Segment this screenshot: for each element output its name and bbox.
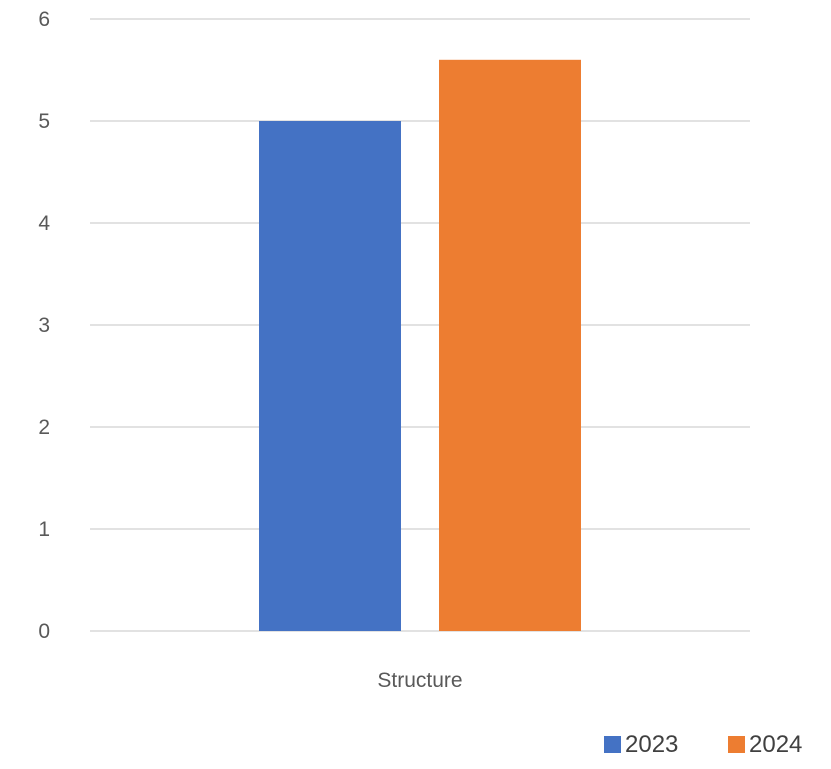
y-tick-label-1: 1 <box>38 518 50 541</box>
y-tick-label-4: 4 <box>38 212 50 235</box>
gridlines <box>90 18 750 632</box>
x-tick-label-structure: Structure <box>377 669 462 692</box>
bar-2024-structure <box>439 59 581 632</box>
legend-swatch-2024 <box>728 736 745 753</box>
y-tick-label-5: 5 <box>38 110 50 133</box>
x-axis-tick-labels: Structure <box>377 669 462 692</box>
bar-2023-structure <box>259 121 401 631</box>
legend-label-2024: 2024 <box>749 731 802 758</box>
y-tick-label-6: 6 <box>38 8 50 31</box>
bars <box>259 59 581 632</box>
legend: 2023 2024 <box>604 731 802 758</box>
y-tick-label-0: 0 <box>38 620 50 643</box>
y-tick-label-3: 3 <box>38 314 50 337</box>
y-axis-tick-labels: 0 1 2 3 4 5 6 <box>38 8 50 643</box>
legend-swatch-2023 <box>604 736 621 753</box>
legend-label-2023: 2023 <box>625 731 678 758</box>
y-tick-label-2: 2 <box>38 416 50 439</box>
